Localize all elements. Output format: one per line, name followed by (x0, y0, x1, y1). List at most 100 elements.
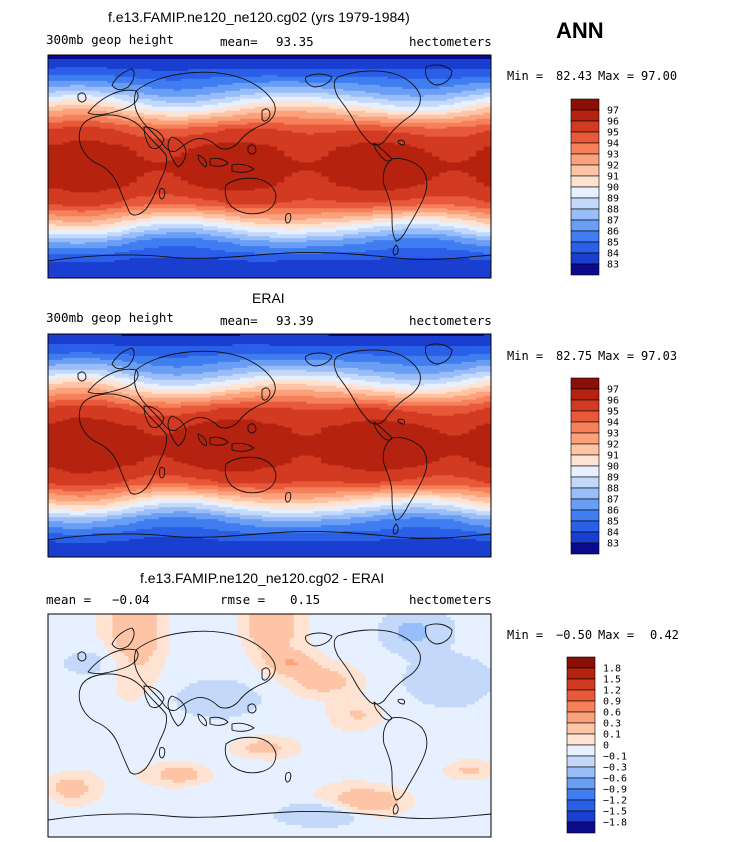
map-cell (210, 126, 219, 130)
map-cell (129, 188, 138, 191)
map-cell (107, 56, 116, 60)
map-cell (461, 192, 470, 195)
map-cell (158, 100, 167, 104)
map-cell (343, 158, 352, 162)
map-cell (114, 108, 123, 112)
map-cell (417, 210, 426, 213)
map-cell (476, 162, 485, 166)
map-cell (121, 112, 130, 116)
map-cell (180, 128, 189, 132)
map-cell (431, 162, 440, 166)
map-cell (114, 178, 123, 182)
map-cell (395, 194, 403, 197)
map-cell (439, 176, 448, 180)
map-cell (217, 168, 226, 172)
map-cell (121, 74, 130, 78)
map-cell (350, 206, 359, 209)
map-cell (424, 156, 433, 160)
map-cell (225, 138, 234, 142)
map-cell (62, 82, 71, 86)
map-cell (62, 156, 71, 160)
map-cell (439, 170, 448, 174)
map-cell (262, 124, 271, 128)
map-cell (446, 188, 455, 191)
map-cell (203, 182, 212, 186)
map-cell (173, 150, 182, 154)
map-cell (232, 198, 241, 201)
map-cell (188, 94, 197, 98)
map-cell (395, 70, 403, 74)
map-cell (321, 60, 330, 64)
map-cell (365, 204, 374, 207)
map-cell (114, 168, 123, 172)
map-cell (151, 94, 160, 98)
map-cell (48, 76, 56, 80)
map-cell (291, 192, 300, 195)
map-cell (195, 68, 204, 72)
map-cell (203, 128, 212, 132)
map-cell (217, 152, 226, 156)
map-cell (291, 156, 300, 160)
map-cell (70, 168, 79, 172)
map-cell (114, 134, 123, 138)
map-cell (431, 84, 440, 88)
map-cell (358, 208, 367, 211)
map-cell (395, 182, 403, 186)
map-cell (254, 116, 263, 120)
map-cell (180, 64, 189, 68)
map-cell (70, 72, 79, 76)
map-cell (291, 102, 300, 106)
map-cell (284, 142, 293, 146)
map-cell (129, 98, 138, 102)
map-cell (417, 198, 426, 201)
map-cell (387, 182, 396, 186)
map-cell (48, 94, 56, 98)
map-cell (166, 84, 175, 88)
map-cell (107, 182, 116, 186)
map-cell (48, 114, 56, 118)
map-cell (210, 132, 219, 136)
map-cell (143, 196, 152, 199)
map-cell (114, 166, 123, 170)
map-cell (92, 108, 101, 112)
map-cell (409, 106, 418, 110)
map-cell (454, 146, 463, 150)
map-cell (335, 120, 344, 124)
map-cell (173, 212, 182, 215)
map-cell (276, 96, 285, 100)
map-cell (173, 204, 182, 207)
map-cell (454, 174, 463, 178)
map-cell (468, 206, 477, 209)
map-cell (350, 150, 359, 154)
map-cell (70, 62, 79, 66)
map-cell (232, 114, 241, 118)
map-cell (77, 196, 86, 199)
map-cell (395, 146, 403, 150)
map-cell (92, 82, 101, 86)
map-cell (358, 84, 367, 88)
map-cell (335, 96, 344, 100)
map-cell (476, 214, 485, 217)
map-cell (188, 152, 197, 156)
map-cell (424, 92, 433, 96)
map-cell (99, 174, 108, 178)
map-cell (291, 182, 300, 186)
map-cell (380, 154, 389, 158)
map-cell (439, 142, 448, 146)
map-cell (269, 194, 278, 197)
map-cell (158, 72, 167, 76)
map-cell (284, 154, 293, 158)
map-cell (335, 124, 344, 128)
map-cell (409, 120, 418, 124)
map-cell (476, 56, 485, 60)
map-cell (395, 210, 403, 213)
map-cell (395, 128, 403, 132)
map-cell (129, 156, 138, 160)
map-cell (62, 168, 71, 172)
map-cell (70, 106, 79, 110)
map-cell (195, 124, 204, 128)
map-cell (254, 186, 263, 190)
map-cell (217, 218, 226, 221)
map-cell (55, 120, 64, 124)
map-cell (203, 190, 212, 193)
